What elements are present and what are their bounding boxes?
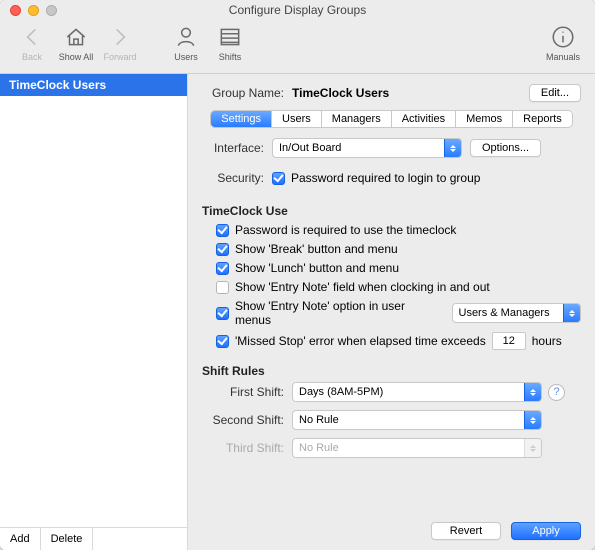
revert-button[interactable]: Revert	[431, 522, 501, 540]
tab-reports[interactable]: Reports	[513, 111, 572, 127]
showall-button[interactable]: Show All	[54, 24, 98, 62]
back-label: Back	[22, 52, 42, 62]
second-shift-label: Second Shift:	[202, 413, 292, 427]
security-text: Password required to login to group	[291, 171, 480, 185]
window-title: Configure Display Groups	[0, 3, 595, 17]
tab-users[interactable]: Users	[272, 111, 322, 127]
chk-entrynote-menu[interactable]: Show 'Entry Note' option in user menus U…	[216, 299, 581, 327]
chk-break[interactable]: Show 'Break' button and menu	[216, 242, 581, 256]
back-button: Back	[10, 24, 54, 62]
third-shift-popup: No Rule	[292, 438, 542, 458]
checkbox-icon	[216, 224, 229, 237]
first-shift-label: First Shift:	[202, 385, 292, 399]
tab-settings[interactable]: Settings	[211, 111, 272, 127]
chk-lunch[interactable]: Show 'Lunch' button and menu	[216, 261, 581, 275]
interface-label: Interface:	[202, 141, 272, 155]
shifts-button[interactable]: Shifts	[208, 24, 252, 62]
chk-missed-stop[interactable]: 'Missed Stop' error when elapsed time ex…	[216, 332, 581, 350]
forward-label: Forward	[103, 52, 136, 62]
tab-managers[interactable]: Managers	[322, 111, 392, 127]
edit-button[interactable]: Edit...	[529, 84, 581, 102]
apply-button[interactable]: Apply	[511, 522, 581, 540]
sidebar-list[interactable]: TimeClock Users	[0, 74, 187, 527]
chevron-updown-icon	[444, 139, 461, 157]
showall-label: Show All	[59, 52, 94, 62]
chk-entrynote-field[interactable]: Show 'Entry Note' field when clocking in…	[216, 280, 581, 294]
checkbox-icon	[216, 262, 229, 275]
shifts-label: Shifts	[219, 52, 242, 62]
content: Group Name: TimeClock Users Edit... Sett…	[188, 74, 595, 550]
checkbox-icon	[216, 281, 229, 294]
chk-password[interactable]: Password is required to use the timecloc…	[216, 223, 581, 237]
window: Configure Display Groups Back Show All F…	[0, 0, 595, 550]
interface-value: In/Out Board	[273, 142, 444, 154]
manuals-button[interactable]: Manuals	[541, 24, 585, 62]
checkbox-icon	[272, 172, 285, 185]
shift-heading: Shift Rules	[202, 364, 581, 378]
options-button[interactable]: Options...	[470, 139, 541, 157]
first-shift-popup[interactable]: Days (8AM-5PM)	[292, 382, 542, 402]
manuals-label: Manuals	[546, 52, 580, 62]
interface-popup[interactable]: In/Out Board	[272, 138, 462, 158]
users-label: Users	[174, 52, 198, 62]
help-icon[interactable]: ?	[548, 384, 565, 401]
hours-unit: hours	[532, 334, 562, 348]
tabs: Settings Users Managers Activities Memos…	[210, 110, 572, 128]
security-label: Security:	[202, 171, 272, 185]
groupname-label: Group Name:	[202, 86, 292, 100]
forward-button: Forward	[98, 24, 142, 62]
timeclock-heading: TimeClock Use	[202, 204, 581, 218]
delete-button[interactable]: Delete	[41, 528, 94, 550]
hours-field[interactable]: 12	[492, 332, 526, 350]
tab-memos[interactable]: Memos	[456, 111, 513, 127]
chevron-updown-icon	[524, 439, 541, 457]
toolbar: Back Show All Forward Users Shifts	[0, 20, 595, 74]
chevron-updown-icon	[524, 383, 541, 401]
add-button[interactable]: Add	[0, 528, 41, 550]
third-shift-label: Third Shift:	[202, 441, 292, 455]
tab-activities[interactable]: Activities	[392, 111, 456, 127]
sidebar-item-timeclock-users[interactable]: TimeClock Users	[0, 74, 187, 96]
checkbox-icon	[216, 243, 229, 256]
titlebar: Configure Display Groups	[0, 0, 595, 20]
checkbox-icon	[216, 335, 229, 348]
sidebar: TimeClock Users Add Delete	[0, 74, 188, 550]
checkbox-icon	[216, 307, 229, 320]
users-button[interactable]: Users	[164, 24, 208, 62]
chevron-updown-icon	[524, 411, 541, 429]
security-checkbox[interactable]: Password required to login to group	[272, 171, 480, 185]
groupname-value: TimeClock Users	[292, 86, 389, 100]
chevron-updown-icon	[563, 304, 580, 322]
entrynote-popup[interactable]: Users & Managers	[452, 303, 582, 323]
second-shift-popup[interactable]: No Rule	[292, 410, 542, 430]
